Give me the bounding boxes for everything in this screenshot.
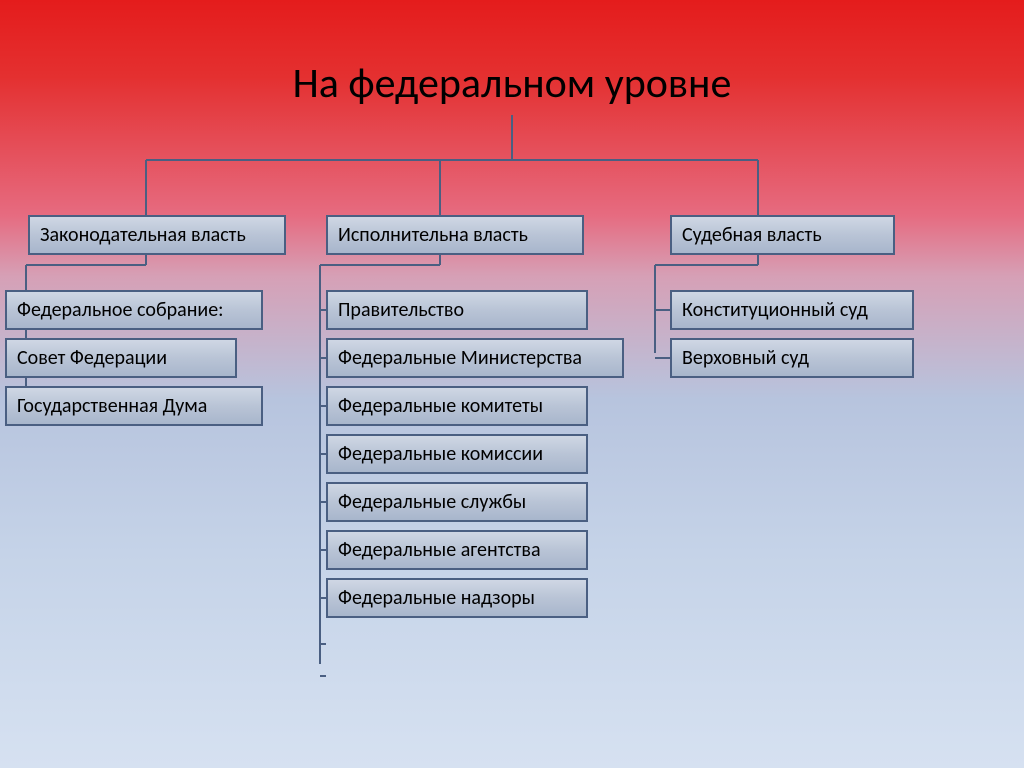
node-executive-5: Федеральные агентства: [326, 530, 588, 570]
node-judicial-0: Конституционный суд: [670, 290, 914, 330]
connector-lines: [0, 0, 1024, 768]
node-executive-3: Федеральные комиссии: [326, 434, 588, 474]
node-legislative-0: Федеральное собрание:: [5, 290, 263, 330]
node-executive-4: Федеральные службы: [326, 482, 588, 522]
node-executive-0: Правительство: [326, 290, 588, 330]
slide-title: На федеральном уровне: [0, 58, 1024, 109]
node-legislative-1: Совет Федерации: [5, 338, 237, 378]
node-executive-6: Федеральные надзоры: [326, 578, 588, 618]
node-executive-2: Федеральные комитеты: [326, 386, 588, 426]
node-executive-1: Федеральные Министерства: [326, 338, 624, 378]
slide: На федеральном уровне Законодательная вл…: [0, 0, 1024, 768]
branch-head-executive: Исполнительна власть: [326, 215, 584, 255]
branch-head-legislative: Законодательная власть: [28, 215, 286, 255]
branch-head-judicial: Судебная власть: [670, 215, 895, 255]
node-legislative-2: Государственная Дума: [5, 386, 263, 426]
node-judicial-1: Верховный суд: [670, 338, 914, 378]
